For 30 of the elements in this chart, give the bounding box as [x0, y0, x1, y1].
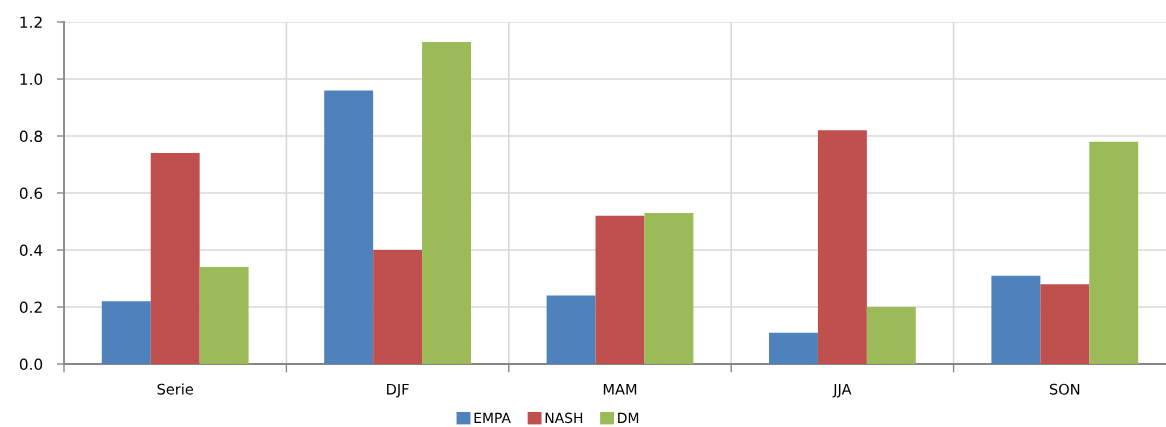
bar	[817, 130, 867, 364]
x-tick-label: JJA	[832, 383, 852, 398]
y-tick-label: 0.2	[19, 301, 42, 314]
bar	[1089, 141, 1139, 364]
y-tick-label: 0.6	[19, 187, 43, 200]
bar	[373, 250, 423, 364]
legend-label: DM	[618, 412, 639, 423]
y-tick-label: 1.2	[20, 16, 42, 28]
x-tick-label: Serie	[157, 383, 194, 395]
bar	[101, 301, 151, 364]
bar	[150, 153, 200, 364]
bar	[866, 307, 916, 364]
bar	[769, 332, 818, 364]
y-tick-label: 0.8	[19, 130, 43, 143]
bar	[422, 41, 471, 364]
y-tick-label: 0.4	[19, 244, 43, 257]
bar	[991, 275, 1041, 364]
y-tick-label: 0.0	[19, 358, 43, 371]
bar	[595, 215, 645, 364]
bar	[199, 267, 249, 364]
bar	[644, 212, 694, 364]
bar	[1040, 284, 1090, 364]
bar	[324, 90, 374, 364]
x-tick-label: DJF	[387, 383, 409, 398]
y-tick-label: 1.0	[20, 73, 43, 86]
bar	[546, 295, 596, 364]
x-tick-label: MAM	[603, 383, 637, 395]
x-tick-label: SON	[1049, 383, 1080, 395]
legend-label: EMPA	[474, 412, 511, 423]
legend-label: NASH	[545, 412, 583, 424]
